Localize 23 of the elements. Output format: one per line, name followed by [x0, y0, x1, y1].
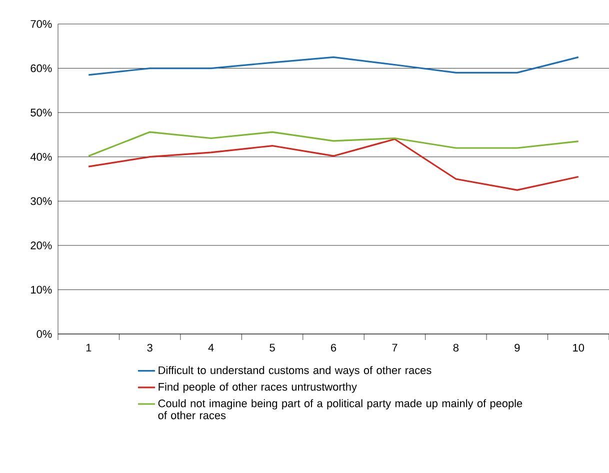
y-tick-label: 40% — [30, 152, 52, 161]
x-tick-label: 7 — [392, 344, 398, 352]
x-tick-label: 3 — [147, 344, 152, 352]
y-tick-label: 60% — [30, 64, 52, 72]
x-tick-label: 8 — [453, 344, 459, 352]
legend-label: Could not imagine being part of a political party made up mainly of people of other races — [158, 399, 522, 420]
y-tick-label: 70% — [30, 20, 52, 28]
x-tick-label: 4 — [208, 344, 214, 352]
x-tick-label: 5 — [270, 344, 275, 352]
line-series — [88, 138, 580, 191]
y-tick-label: 20% — [30, 242, 52, 250]
legend-label: Find people of other races untrustworthy — [158, 382, 357, 393]
y-tick-label: 0% — [36, 330, 52, 338]
x-tick-label: 1 — [86, 344, 92, 352]
line-series — [88, 131, 580, 157]
y-tick-label: 50% — [30, 108, 52, 116]
x-tick-label: 10 — [573, 344, 584, 352]
y-tick-label: 10% — [31, 286, 52, 294]
x-tick-label: 9 — [514, 344, 520, 352]
y-tick-label: 30% — [30, 197, 52, 206]
x-tick-label: 6 — [331, 344, 336, 352]
line-series — [88, 56, 580, 76]
legend-label: Difficult to understand customs and ways of other races — [158, 366, 432, 376]
